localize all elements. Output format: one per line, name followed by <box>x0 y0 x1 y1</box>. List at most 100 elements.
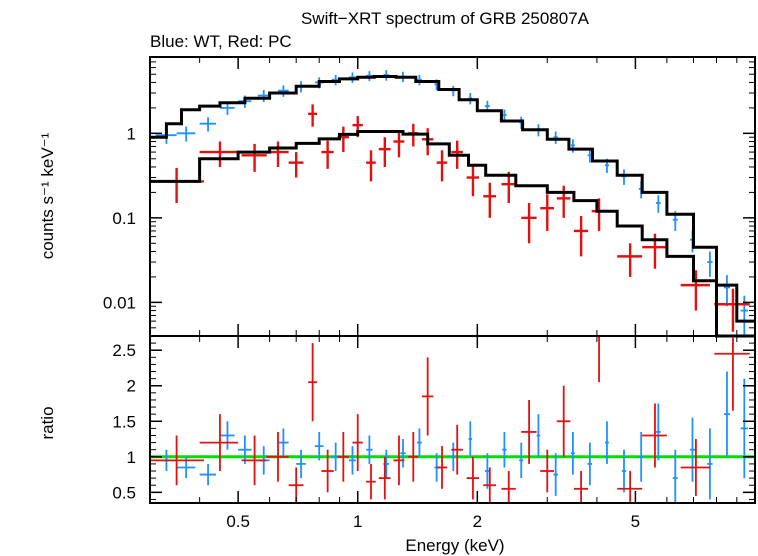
pc-ratio-data-point <box>521 399 537 464</box>
ratio-y-tick-label: 0.5 <box>112 483 136 502</box>
pc-data-point <box>266 141 289 167</box>
wt-ratio-data-point <box>219 421 235 450</box>
pc-data-point <box>308 104 318 127</box>
pc-ratio-data-point <box>451 424 463 475</box>
spectrum-y-tick-label: 0.01 <box>103 293 136 312</box>
pc-ratio-data-point <box>393 435 405 486</box>
pc-ratio-data-point <box>466 456 480 500</box>
spectrum-y-tick-label: 0.1 <box>112 209 136 228</box>
wt-ratio-data-point <box>468 421 473 457</box>
wt-data-point <box>570 139 575 153</box>
wt-data-point <box>553 131 558 144</box>
wt-ratio-data-point <box>689 417 695 482</box>
pc-data-point <box>483 182 497 218</box>
wt-ratio-data-point <box>451 442 456 472</box>
wt-ratio-data-point <box>502 431 507 468</box>
ratio-y-tick-label: 1.5 <box>112 412 136 431</box>
wt-data-point <box>502 109 507 122</box>
pc-data-point <box>714 288 750 332</box>
wt-data-point <box>451 85 456 97</box>
wt-data-point <box>278 85 289 97</box>
wt-ratio-data-point <box>587 442 593 486</box>
pc-ratio-data-point <box>352 414 363 472</box>
pc-model-line <box>150 130 755 338</box>
spectrum-y-axis-label: counts s⁻¹ keV⁻¹ <box>38 132 57 259</box>
ratio-y-tick-label: 2 <box>127 377 136 396</box>
pc-ratio-data-point <box>337 431 349 482</box>
pc-ratio-data-point <box>642 403 667 468</box>
pc-data-point <box>501 171 516 203</box>
pc-data-point <box>540 194 555 231</box>
wt-ratio-data-point <box>366 435 373 464</box>
wt-ratio-data-point <box>238 435 252 464</box>
pc-ratio-data-point <box>378 456 391 500</box>
wt-ratio-data-point <box>655 403 661 461</box>
wt-ratio-data-point <box>278 428 289 457</box>
wt-ratio-data-point <box>519 442 524 479</box>
ratio-y-tick-label: 2.5 <box>112 341 136 360</box>
pc-ratio-data-point <box>421 357 434 436</box>
wt-ratio-data-point <box>707 428 713 500</box>
pc-data-point <box>150 167 204 203</box>
ratio-frame <box>149 335 756 504</box>
wt-ratio-data-point <box>672 449 678 503</box>
pc-ratio-data-point <box>540 449 555 493</box>
wt-ratio-data-point <box>723 371 730 457</box>
pc-data-point <box>378 137 391 167</box>
wt-ratio-data-point <box>296 449 306 479</box>
wt-ratio-data-point <box>536 414 541 457</box>
pc-ratio-data-point <box>241 435 267 486</box>
wt-data-point <box>621 169 627 185</box>
wt-ratio-data-point <box>348 446 356 475</box>
pc-ratio-data-point <box>573 471 589 503</box>
wt-ratio-data-point <box>621 449 627 493</box>
pc-data-point <box>436 150 448 182</box>
pc-data-point <box>573 216 589 257</box>
pc-data-point <box>241 143 267 172</box>
wt-ratio-data-point <box>400 439 406 468</box>
pc-ratio-data-point <box>150 435 204 486</box>
wt-data-point <box>199 117 217 132</box>
x-tick-label: 5 <box>631 512 640 531</box>
wt-model-line <box>150 75 755 323</box>
pc-data-point <box>199 141 239 167</box>
pc-ratio-data-point <box>501 471 516 503</box>
pc-data-point <box>288 152 304 178</box>
wt-ratio-data-point <box>314 431 324 461</box>
pc-ratio-data-point <box>436 446 448 489</box>
pc-data-point <box>591 198 607 231</box>
pc-data-point <box>556 185 571 218</box>
pc-data-point <box>466 165 480 197</box>
wt-ratio-data-point <box>638 431 644 482</box>
spectrum-frame <box>149 56 756 337</box>
pc-ratio-data-point <box>617 471 643 503</box>
wt-data-point <box>723 275 730 307</box>
wt-ratio-data-point <box>417 428 422 457</box>
x-tick-label: 0.5 <box>226 512 250 531</box>
spectrum-y-tick-label: 1 <box>127 124 136 143</box>
wt-ratio-data-point <box>553 453 558 496</box>
pc-ratio-data-point <box>714 336 750 411</box>
x-tick-label: 1 <box>353 512 362 531</box>
wt-data-point <box>655 195 661 213</box>
pc-data-point <box>321 140 334 169</box>
x-tick-label: 2 <box>473 512 482 531</box>
ratio-y-tick-label: 1 <box>127 448 136 467</box>
pc-ratio-data-point <box>483 467 497 503</box>
pc-ratio-data-point <box>556 385 571 457</box>
pc-ratio-data-point <box>308 343 318 422</box>
pc-ratio-data-point <box>266 431 289 482</box>
pc-ratio-data-point <box>680 439 710 496</box>
pc-ratio-data-point <box>408 431 419 482</box>
wt-ratio-data-point <box>740 378 748 479</box>
pc-ratio-data-point <box>199 414 239 472</box>
pc-data-point <box>680 270 710 311</box>
wt-data-point <box>176 126 196 142</box>
ratio-y-axis-label: ratio <box>38 406 57 439</box>
pc-ratio-data-point <box>591 335 607 383</box>
pc-data-point <box>366 150 376 182</box>
pc-ratio-data-point <box>366 463 376 500</box>
wt-data-point <box>707 251 713 277</box>
pc-data-point <box>521 202 537 244</box>
